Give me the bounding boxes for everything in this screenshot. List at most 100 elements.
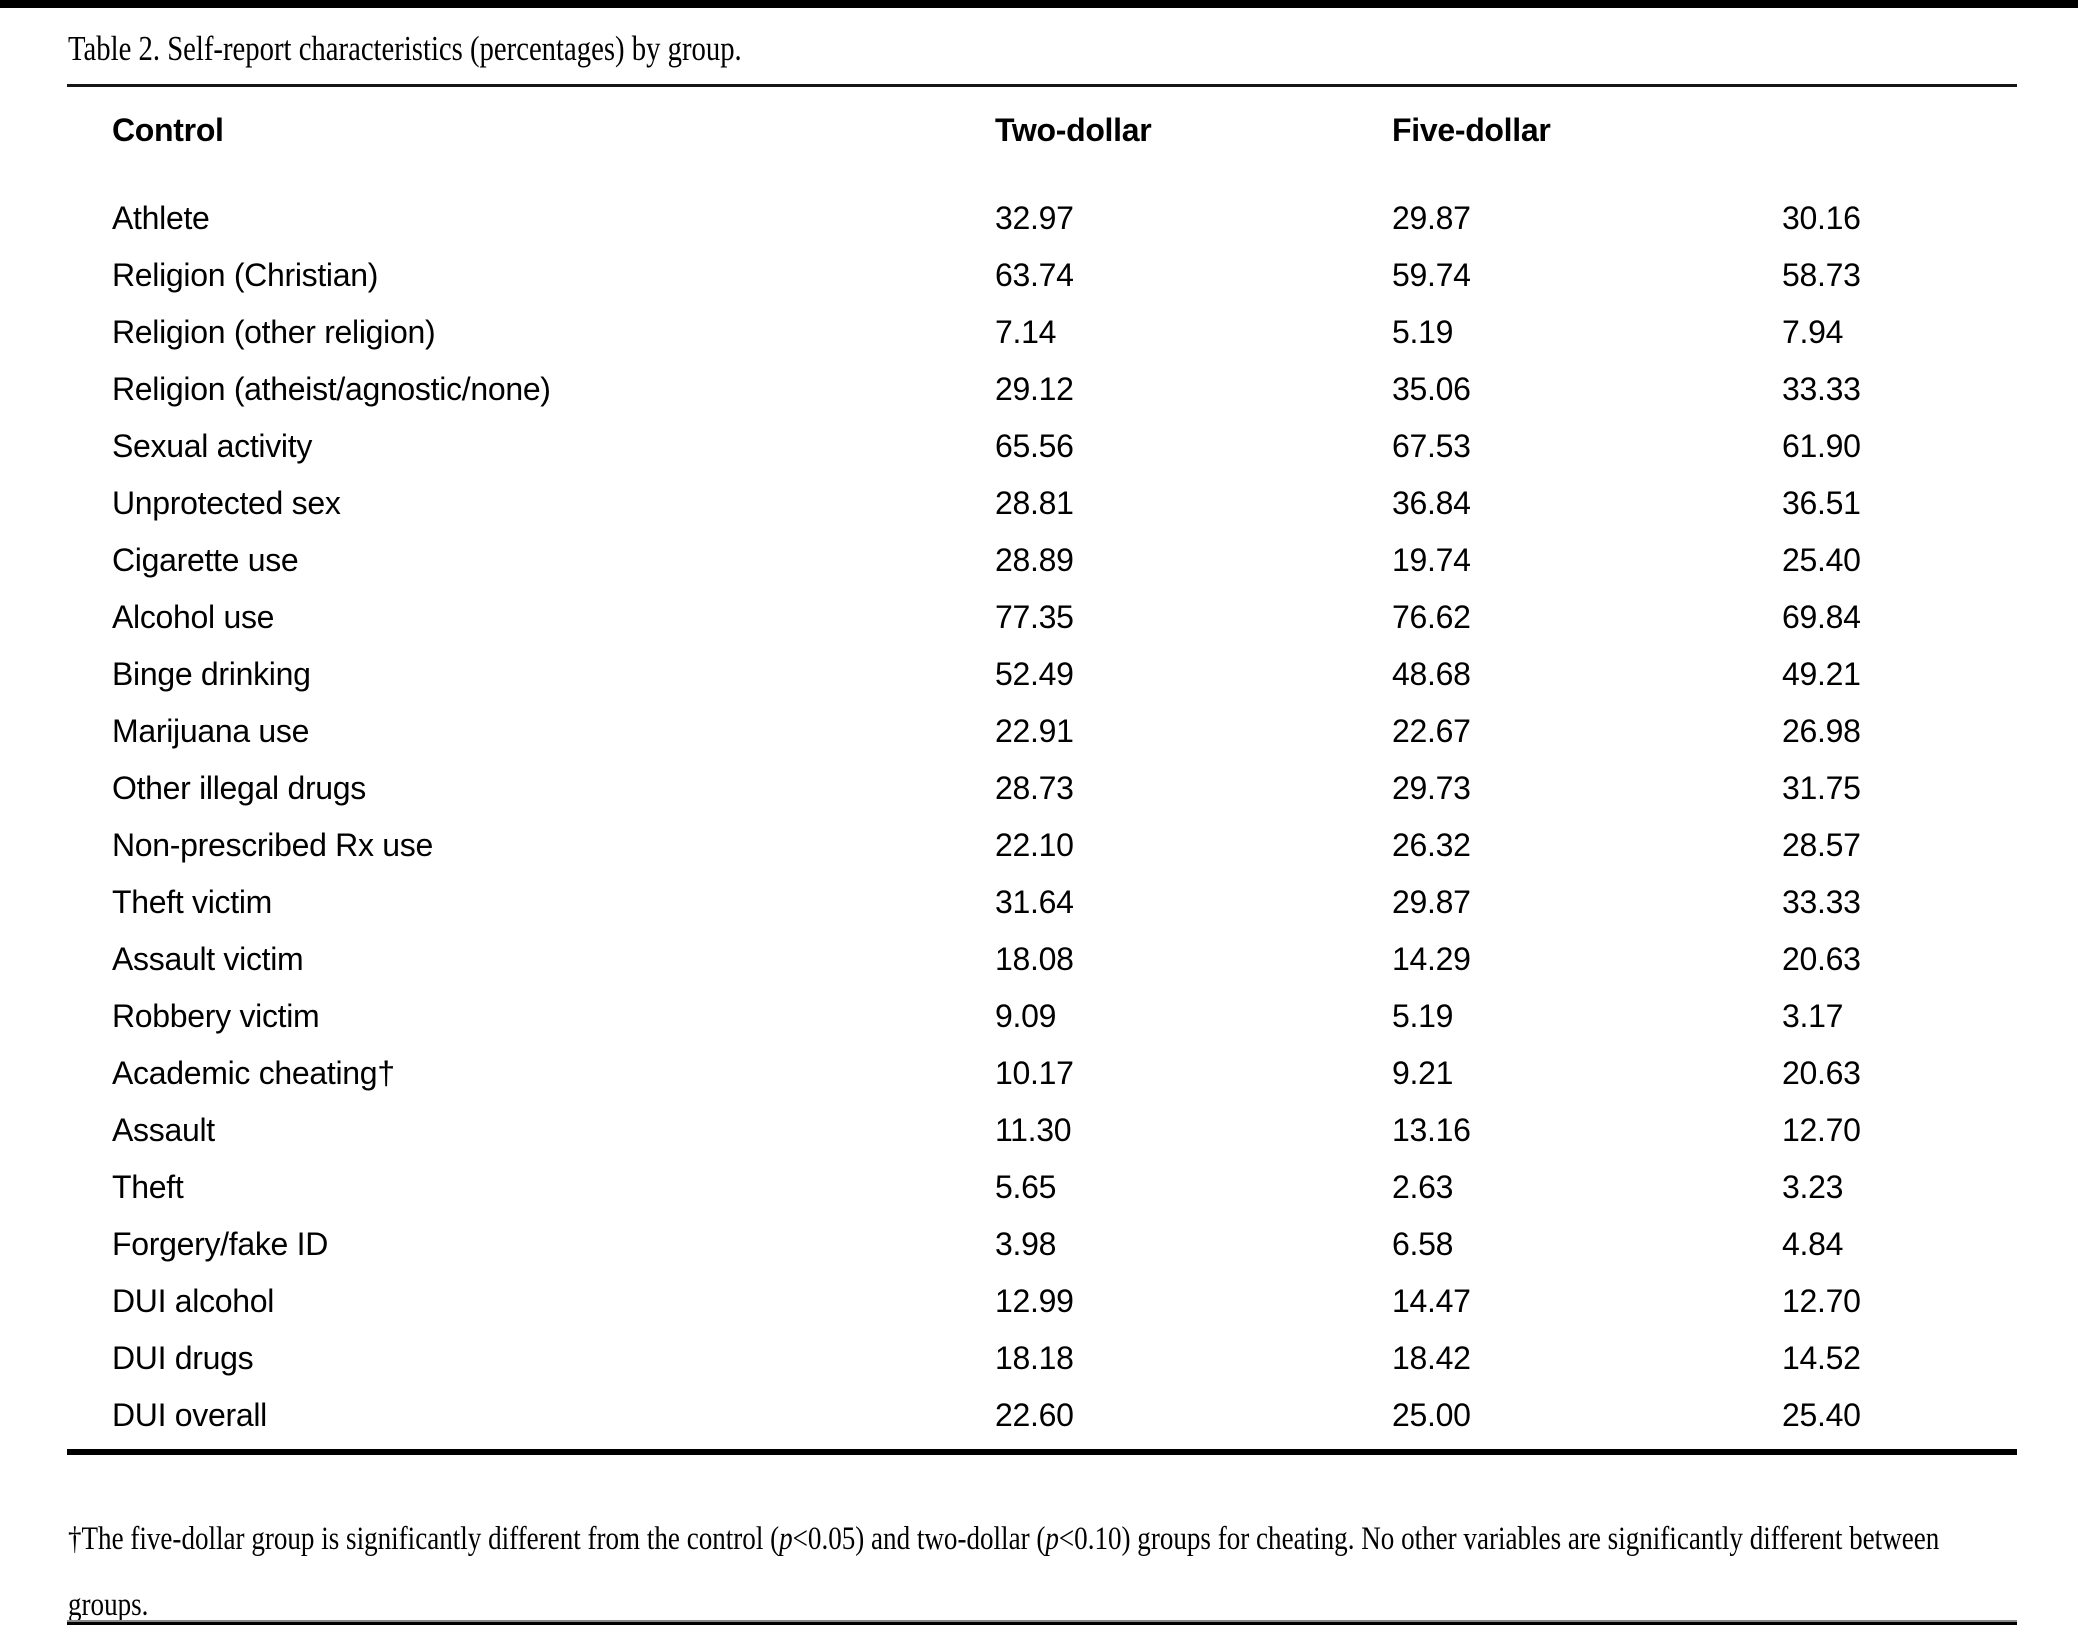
cell-two-dollar-value: 29.87 — [1392, 200, 1471, 236]
cell-five-dollar-value: 31.75 — [1782, 770, 1861, 806]
cell-control-value: 77.35 — [995, 599, 1074, 635]
row-label: Forgery/fake ID — [112, 1226, 329, 1262]
table-row: Cigarette use 28.89 19.74 25.40 — [112, 532, 2017, 589]
cell-five-dollar-value: 12.70 — [1782, 1112, 1861, 1148]
table-row: Non-prescribed Rx use 22.10 26.32 28.57 — [112, 817, 2017, 874]
table-row: DUI alcohol 12.99 14.47 12.70 — [112, 1273, 2017, 1330]
row-label: Unprotected sex — [112, 485, 341, 521]
table-row: Marijuana use 22.91 22.67 26.98 — [112, 703, 2017, 760]
row-label: Binge drinking — [112, 656, 311, 692]
row-label: Athlete — [112, 200, 210, 236]
cell-two-dollar-value: 9.21 — [1392, 1055, 1454, 1091]
table-row: Religion (atheist/agnostic/none) 29.12 3… — [112, 361, 2017, 418]
table-row: Alcohol use 77.35 76.62 69.84 — [112, 589, 2017, 646]
cell-two-dollar-value: 59.74 — [1392, 257, 1471, 293]
row-label: Sexual activity — [112, 428, 313, 464]
cell-two-dollar-value: 22.67 — [1392, 713, 1471, 749]
header-five-dollar: Five-dollar — [1392, 114, 1551, 146]
header-empty — [1782, 114, 2017, 146]
cell-two-dollar-value: 48.68 — [1392, 656, 1471, 692]
row-label: DUI drugs — [112, 1340, 254, 1376]
row-label: Non-prescribed Rx use — [112, 827, 433, 863]
table-row: Unprotected sex 28.81 36.84 36.51 — [112, 475, 2017, 532]
table-row: Religion (other religion) 7.14 5.19 7.94 — [112, 304, 2017, 361]
row-label: Theft victim — [112, 884, 272, 920]
table-body: Athlete 32.97 29.87 30.16 Religion (Chri… — [112, 190, 2017, 1444]
cell-five-dollar-value: 25.40 — [1782, 542, 1861, 578]
cell-control-value: 31.64 — [995, 884, 1074, 920]
row-label: Religion (other religion) — [112, 314, 436, 350]
cell-two-dollar-value: 25.00 — [1392, 1397, 1471, 1433]
cell-five-dollar-value: 30.16 — [1782, 200, 1861, 236]
cell-five-dollar-value: 69.84 — [1782, 599, 1861, 635]
table-caption: Table 2. Self-report characteristics (pe… — [68, 29, 742, 68]
cell-five-dollar-value: 33.33 — [1782, 884, 1861, 920]
footnote: †The five-dollar group is significantly … — [68, 1506, 2020, 1638]
cell-two-dollar-value: 5.19 — [1392, 998, 1454, 1034]
cell-control-value: 10.17 — [995, 1055, 1074, 1091]
cell-five-dollar-value: 20.63 — [1782, 941, 1861, 977]
page-end-rule — [67, 1620, 2017, 1625]
cell-two-dollar-value: 13.16 — [1392, 1112, 1471, 1148]
cell-control-value: 52.49 — [995, 656, 1074, 692]
footnote-p-italic: p — [1045, 1521, 1059, 1557]
cell-five-dollar-value: 49.21 — [1782, 656, 1861, 692]
table-row: Forgery/fake ID 3.98 6.58 4.84 — [112, 1216, 2017, 1273]
cell-control-value: 7.14 — [995, 314, 1057, 350]
row-label: Other illegal drugs — [112, 770, 366, 806]
row-label: Religion (atheist/agnostic/none) — [112, 371, 551, 407]
cell-two-dollar-value: 67.53 — [1392, 428, 1471, 464]
cell-control-value: 18.08 — [995, 941, 1074, 977]
row-label: DUI alcohol — [112, 1283, 275, 1319]
table-row: DUI overall 22.60 25.00 25.40 — [112, 1387, 2017, 1444]
row-label: Theft — [112, 1169, 184, 1205]
table-row: Religion (Christian) 63.74 59.74 58.73 — [112, 247, 2017, 304]
cell-two-dollar-value: 14.47 — [1392, 1283, 1471, 1319]
cell-five-dollar-value: 25.40 — [1782, 1397, 1861, 1433]
cell-two-dollar-value: 2.63 — [1392, 1169, 1454, 1205]
table-row: Academic cheating† 10.17 9.21 20.63 — [112, 1045, 2017, 1102]
cell-five-dollar-value: 33.33 — [1782, 371, 1861, 407]
cell-control-value: 28.89 — [995, 542, 1074, 578]
row-label: Academic cheating† — [112, 1055, 395, 1091]
cell-control-value: 11.30 — [995, 1112, 1072, 1148]
cell-control-value: 63.74 — [995, 257, 1074, 293]
cell-five-dollar-value: 4.84 — [1782, 1226, 1844, 1262]
table-top-rule — [67, 84, 2017, 87]
table-header-row: Control Two-dollar Five-dollar — [112, 114, 2017, 146]
table-row: Assault victim 18.08 14.29 20.63 — [112, 931, 2017, 988]
cell-two-dollar-value: 29.87 — [1392, 884, 1471, 920]
cell-control-value: 22.60 — [995, 1397, 1074, 1433]
cell-five-dollar-value: 58.73 — [1782, 257, 1861, 293]
row-label: Assault victim — [112, 941, 304, 977]
cell-five-dollar-value: 36.51 — [1782, 485, 1861, 521]
cell-two-dollar-value: 6.58 — [1392, 1226, 1454, 1262]
footnote-text: <0.05) and two-dollar ( — [792, 1521, 1046, 1557]
cell-two-dollar-value: 29.73 — [1392, 770, 1471, 806]
cell-control-value: 18.18 — [995, 1340, 1074, 1376]
top-border-bar — [0, 0, 2078, 8]
cell-five-dollar-value: 12.70 — [1782, 1283, 1861, 1319]
table-bottom-rule — [67, 1449, 2017, 1455]
cell-control-value: 29.12 — [995, 371, 1074, 407]
cell-five-dollar-value: 28.57 — [1782, 827, 1861, 863]
table-row: Sexual activity 65.56 67.53 61.90 — [112, 418, 2017, 475]
table-row: Theft 5.65 2.63 3.23 — [112, 1159, 2017, 1216]
cell-two-dollar-value: 26.32 — [1392, 827, 1471, 863]
row-label: Assault — [112, 1112, 215, 1148]
row-label: Cigarette use — [112, 542, 299, 578]
cell-control-value: 32.97 — [995, 200, 1074, 236]
cell-control-value: 28.73 — [995, 770, 1074, 806]
cell-two-dollar-value: 19.74 — [1392, 542, 1471, 578]
table-row: Athlete 32.97 29.87 30.16 — [112, 190, 2017, 247]
cell-control-value: 65.56 — [995, 428, 1074, 464]
row-label: Religion (Christian) — [112, 257, 379, 293]
cell-control-value: 12.99 — [995, 1283, 1074, 1319]
table-row: DUI drugs 18.18 18.42 14.52 — [112, 1330, 2017, 1387]
cell-five-dollar-value: 20.63 — [1782, 1055, 1861, 1091]
cell-two-dollar-value: 36.84 — [1392, 485, 1471, 521]
cell-two-dollar-value: 14.29 — [1392, 941, 1471, 977]
cell-control-value: 28.81 — [995, 485, 1074, 521]
footnote-p-italic: p — [779, 1521, 793, 1557]
